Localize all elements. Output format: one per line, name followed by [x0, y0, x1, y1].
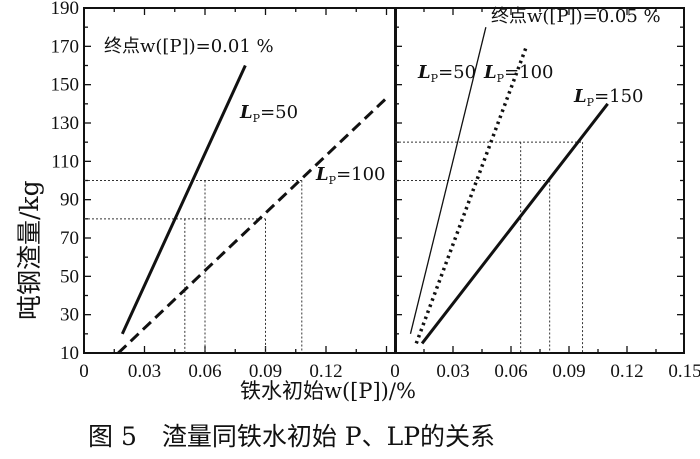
- annotation-left: 终点w([P])=0.01 %: [104, 36, 274, 57]
- plot-area: 0 0.03 0.06 0.09 0.12 10 30 50 70 90 110 130 150 170 1…: [51, 0, 700, 382]
- y-tick-label: 70: [60, 228, 79, 249]
- x-tick-label: 0.12: [309, 361, 342, 382]
- y-tick-label: 50: [60, 266, 79, 287]
- x-tick-label: 0.06: [188, 361, 221, 382]
- y-tick-label: 190: [51, 0, 80, 19]
- x-tick-label: 0.12: [610, 361, 643, 382]
- y-tick-label: 90: [60, 190, 79, 211]
- figure-caption: 图 5 渣量同铁水初始 P、LP的关系: [88, 422, 495, 451]
- x-tick-label: 0.03: [436, 361, 469, 382]
- series-line-lp-50: [409, 27, 487, 334]
- y-tick-label: 130: [51, 113, 80, 134]
- series-label: LP=50: [417, 62, 476, 85]
- series-label: LP=50: [239, 102, 298, 125]
- annotation-right: 终点w([P])=0.05 %: [491, 6, 661, 27]
- x-axis-label: 铁水初始w([P])/%: [240, 379, 416, 403]
- x-tick-label: 0: [79, 361, 89, 382]
- series-line-lp-50: [120, 64, 247, 335]
- y-tick-label: 10: [60, 343, 79, 364]
- y-tick-label: 30: [60, 305, 79, 326]
- x-tick-label: 0.15: [668, 361, 700, 382]
- y-tick-label: 150: [51, 75, 80, 96]
- y-tick-label: 110: [51, 151, 79, 172]
- x-tick-label: 0.06: [494, 361, 527, 382]
- series-line-lp-150: [420, 102, 609, 345]
- series-line-lp-100: [117, 96, 388, 355]
- y-tick-label: 170: [51, 36, 80, 57]
- series-label: LP=100: [315, 164, 386, 187]
- x-tick-label: 0.09: [552, 361, 585, 382]
- series-line-lp-100: [414, 45, 529, 345]
- series-label: LP=100: [483, 62, 554, 85]
- x-tick-label: 0.09: [249, 361, 282, 382]
- x-tick-label: 0: [390, 361, 400, 382]
- y-axis-label: 吨钢渣量/kg: [15, 180, 44, 320]
- series-label: LP=150: [573, 86, 644, 109]
- x-tick-label: 0.03: [128, 361, 161, 382]
